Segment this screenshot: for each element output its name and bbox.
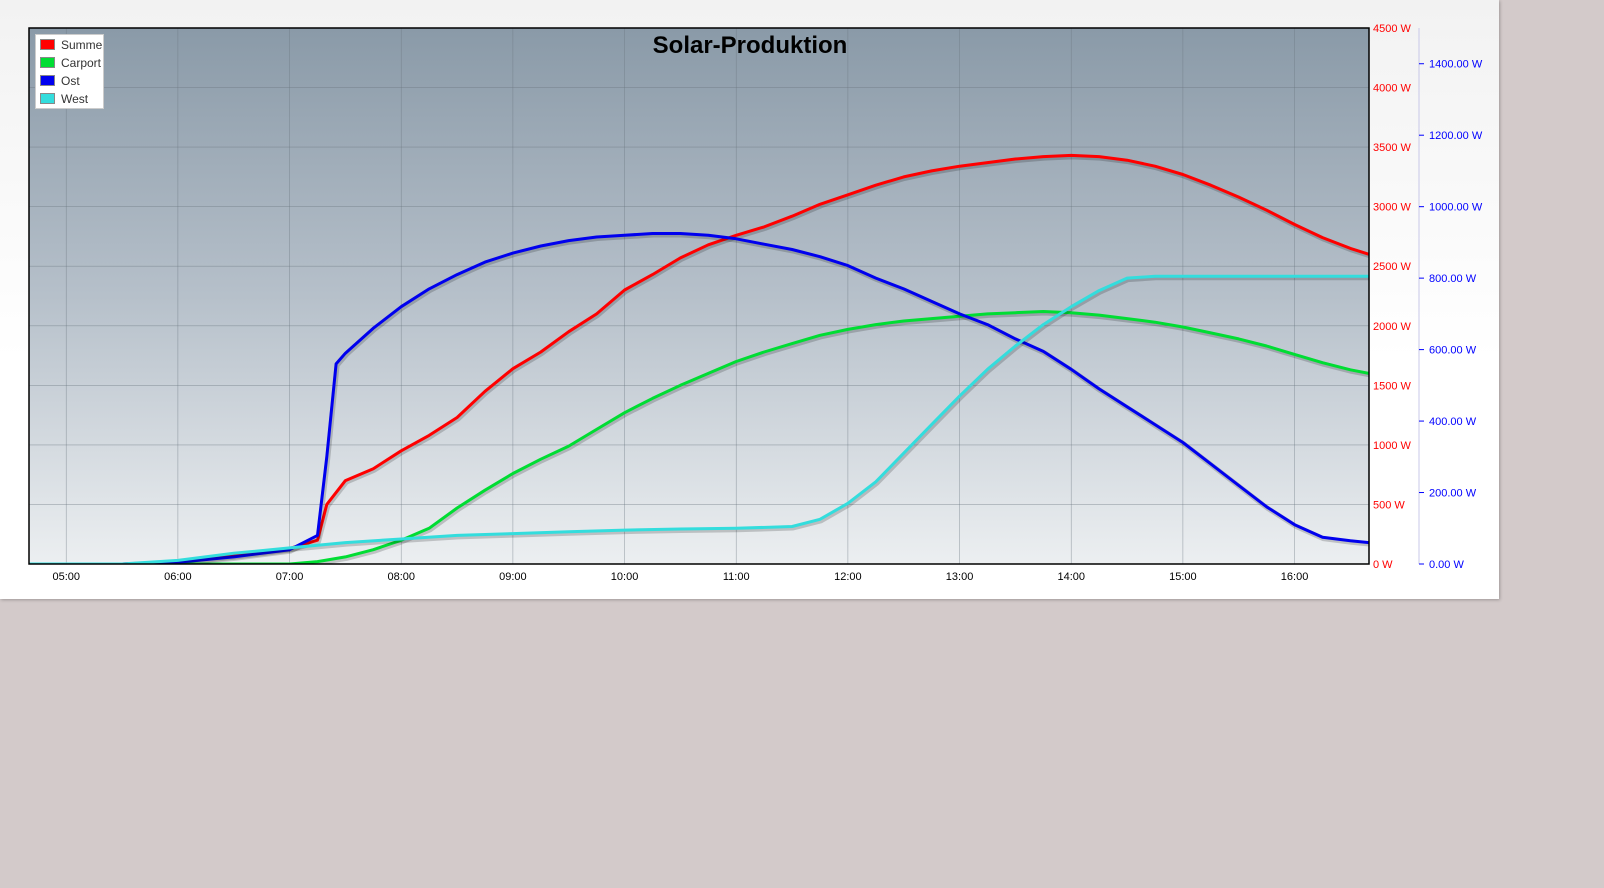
y-axis-right: 0.00 W 200.00 W 400.00 W 600.00 W 800.00 W 10…: [1418, 28, 1483, 571]
x-tick-label: 05:00: [52, 571, 80, 583]
y-right-tick-label: 200.00 W: [1429, 488, 1477, 500]
y-left-tick-label: 1500 W: [1373, 380, 1412, 392]
plot-area: [29, 28, 1369, 564]
y-left-tick-label: 4000 W: [1373, 83, 1412, 95]
legend-swatch: [40, 93, 55, 105]
line-chart: 05:00 06:00 07:00 08:00 09:00 10:00 11:00 12:00…: [28, 23, 1483, 583]
y-left-tick-label: 2500 W: [1373, 261, 1412, 273]
x-tick-label: 09:00: [499, 571, 527, 583]
series-line-carport: [29, 310, 1369, 564]
x-tick-label: 11:00: [723, 571, 750, 583]
y-right-tick-label: 0.00 W: [1429, 559, 1464, 571]
y-right-tick-label: 600.00 W: [1429, 345, 1477, 357]
legend-swatch: [40, 75, 55, 87]
series-line-summe: [29, 153, 1369, 564]
legend: Summe Carport Ost West: [35, 34, 104, 109]
y-left-tick-label: 1000 W: [1373, 440, 1412, 452]
series-line-west: [29, 274, 1369, 564]
x-tick-label: 15:00: [1169, 571, 1197, 583]
x-axis: 05:00 06:00 07:00 08:00 09:00 10:00 11:00 12:00…: [52, 571, 1308, 583]
y-right-tick-label: 400.00 W: [1429, 416, 1477, 428]
y-right-tick-label: 1000.00 W: [1429, 202, 1483, 214]
series-shadow-west: [30, 275, 1369, 564]
legend-label: Ost: [61, 74, 80, 88]
legend-item-carport[interactable]: Carport: [40, 55, 101, 71]
series-line-ost: [29, 232, 1369, 564]
y-right-tick-label: 800.00 W: [1429, 273, 1477, 285]
y-left-tick-label: 3000 W: [1373, 202, 1412, 214]
x-tick-label: 10:00: [611, 571, 639, 583]
legend-swatch: [40, 57, 55, 69]
y-left-tick-label: 3500 W: [1373, 142, 1412, 154]
x-tick-label: 07:00: [276, 571, 304, 583]
legend-swatch: [40, 39, 55, 51]
chart-title: Solar-Produktion: [652, 32, 848, 59]
legend-label: Carport: [61, 56, 102, 70]
x-tick-label: 08:00: [387, 571, 415, 583]
legend-item-west[interactable]: West: [40, 91, 88, 107]
y-left-tick-label: 4500 W: [1373, 23, 1412, 35]
legend-label: West: [61, 92, 89, 106]
y-left-tick-label: 0 W: [1373, 559, 1393, 571]
y-left-tick-label: 2000 W: [1373, 321, 1412, 333]
x-tick-label: 16:00: [1281, 571, 1309, 583]
x-tick-label: 06:00: [164, 571, 192, 583]
series-layer: [29, 153, 1369, 564]
chart-panel: 05:00 06:00 07:00 08:00 09:00 10:00 11:00 12:00…: [0, 0, 1499, 599]
plot-border: [28, 27, 1370, 565]
x-tick-label: 13:00: [946, 571, 974, 583]
legend-item-summe[interactable]: Summe: [40, 37, 102, 53]
y-left-tick-label: 500 W: [1373, 499, 1405, 511]
y-axis-left: 0 W 500 W 1000 W 1500 W 2000 W 2500 W 3000 W 35…: [1373, 23, 1412, 571]
y-right-tick-label: 1200.00 W: [1429, 130, 1483, 142]
y-right-tick-label: 1400.00 W: [1429, 59, 1483, 71]
legend-item-ost[interactable]: Ost: [40, 73, 80, 89]
legend-label: Summe: [61, 38, 103, 52]
x-tick-label: 14:00: [1057, 571, 1085, 583]
x-tick-label: 12:00: [834, 571, 862, 583]
